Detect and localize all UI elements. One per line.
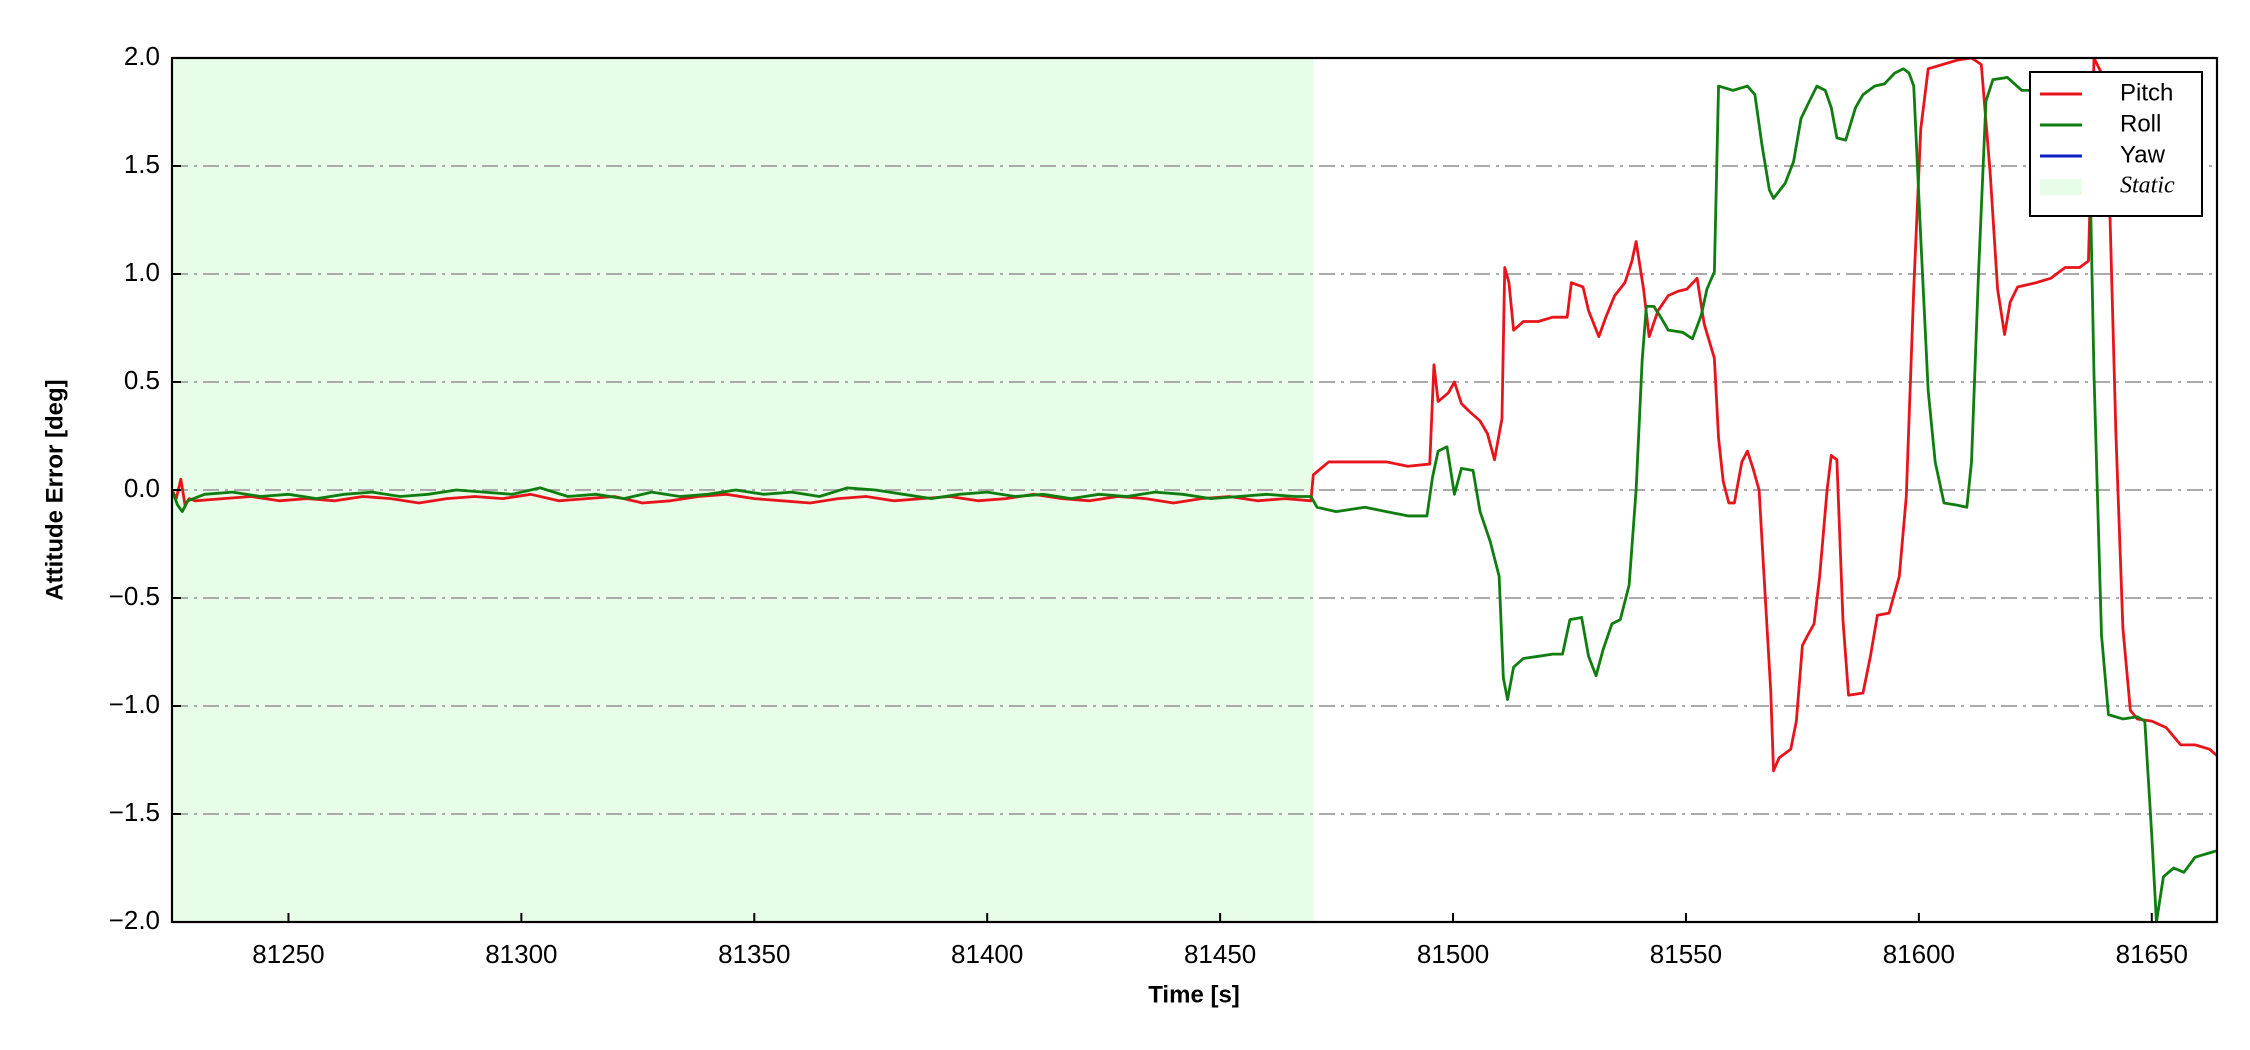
y-tick-label: −1.0: [109, 689, 160, 719]
legend-label: Pitch: [2120, 79, 2173, 106]
tick-layer: −2.0 −1.5 −1.0 −0.5 0.0 0.5 1.0 1.5 2.0 81250 8130…: [109, 41, 2188, 969]
x-tick-label: 81650: [2116, 939, 2188, 969]
legend: Pitch Roll Yaw Static: [2029, 71, 2203, 217]
x-tick-label: 81250: [252, 939, 324, 969]
legend-label: Static: [2120, 173, 2175, 199]
x-axis-label: Time [s]: [1148, 981, 1240, 1008]
legend-label: Roll: [2120, 110, 2161, 137]
y-tick-label: −0.5: [109, 581, 160, 611]
y-tick-label: 1.5: [124, 149, 160, 179]
x-tick-label: 81350: [718, 939, 790, 969]
series-line: [172, 58, 2217, 773]
series-line: [172, 67, 2217, 922]
legend-label: Yaw: [2120, 141, 2166, 168]
y-tick-label: −2.0: [109, 905, 160, 935]
x-tick-label: 81550: [1650, 939, 1722, 969]
x-tick-label: 81400: [951, 939, 1023, 969]
y-tick-label: 0.0: [124, 473, 160, 503]
x-tick-label: 81300: [485, 939, 557, 969]
y-tick-label: −1.5: [109, 797, 160, 827]
y-tick-label: 1.0: [124, 257, 160, 287]
y-axis-label: Attitude Error [deg]: [41, 379, 68, 600]
y-tick-label: 2.0: [124, 41, 160, 71]
x-tick-label: 81450: [1184, 939, 1256, 969]
x-tick-label: 81500: [1417, 939, 1489, 969]
x-tick-label: 81600: [1883, 939, 1955, 969]
line-layer: [172, 58, 2217, 922]
legend-swatch: [2040, 179, 2082, 195]
y-tick-label: 0.5: [124, 365, 160, 395]
